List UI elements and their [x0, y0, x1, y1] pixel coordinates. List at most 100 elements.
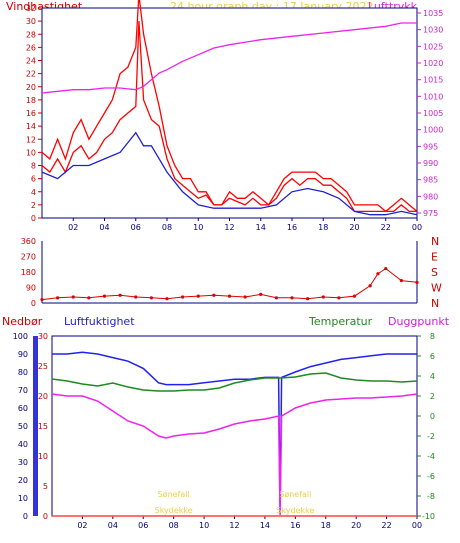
pressure-axis-tick-label: 1020: [423, 59, 443, 68]
direction-line: [41, 267, 418, 301]
humidity-x-tick-label: 18: [321, 521, 331, 530]
pressure-axis-tick-label: 990: [423, 159, 438, 168]
compass-label: E: [431, 251, 438, 264]
humidity-x-tick-label: 20: [351, 521, 361, 530]
pressure-axis-tick-label: 1000: [423, 126, 443, 135]
temp-tick-label: 2: [430, 392, 435, 401]
direction-point: [415, 280, 419, 284]
wind-x-tick-label: 02: [68, 223, 78, 232]
pressure-axis-tick-label: 1035: [423, 9, 443, 18]
wind-x-tick-label: 16: [287, 223, 297, 232]
pressure-axis-tick-label: 980: [423, 192, 438, 201]
humidity-x-tick-label: 22: [381, 521, 391, 530]
humidity-x-tick-label: 14: [260, 521, 270, 530]
temp-tick-label: -10: [422, 512, 435, 521]
temp-tick-label: -8: [427, 492, 435, 501]
wind-x-tick-label: 00: [412, 223, 422, 232]
precip-tick-label: 0: [43, 512, 48, 521]
compass-label: N: [431, 297, 439, 310]
wind-axis-tick-label: 30: [26, 17, 36, 26]
pressure-axis-tick-label: 1005: [423, 109, 443, 118]
pressure-axis-tick-label: 1010: [423, 92, 443, 101]
series-duggpunkt: [51, 393, 418, 516]
wind-axis-tick-label: 10: [26, 148, 36, 157]
series-middelvind: [41, 131, 418, 216]
compass-label: W: [431, 282, 442, 295]
precip-tick-label: 15: [38, 422, 48, 431]
humidity-tick-label: 60: [18, 404, 28, 413]
pressure-axis-tick-label: 1015: [423, 76, 443, 85]
temperatur-label: Temperatur: [309, 315, 373, 328]
humidity-scale-bar: [33, 336, 38, 516]
wind-axis-tick-label: 18: [26, 96, 36, 105]
annotation-label: Skydekke: [276, 506, 314, 515]
wind-axis-tick-label: 28: [26, 30, 36, 39]
humidity-x-tick-label: 10: [199, 521, 209, 530]
precip-tick-label: 20: [38, 392, 48, 401]
wind-x-tick-label: 18: [318, 223, 328, 232]
wind-panel-frame: [41, 7, 418, 219]
pressure-axis-tick-label: 1025: [423, 42, 443, 51]
precip-tick-label: 30: [38, 332, 48, 341]
series-lufttrykk: [41, 22, 417, 94]
humidity-tick-label: 100: [13, 332, 28, 341]
humidity-panel-frame: [51, 335, 418, 517]
humidity-tick-label: 70: [18, 386, 28, 395]
wind-axis-tick-label: 26: [26, 43, 36, 52]
series-temperatur: [51, 372, 418, 392]
temp-tick-label: 4: [430, 372, 435, 381]
direction-tick-label: 180: [21, 268, 36, 277]
direction-tick-label: 360: [21, 237, 36, 246]
pressure-axis-tick-label: 995: [423, 142, 438, 151]
wind-x-tick-label: 10: [193, 223, 203, 232]
humidity-tick-label: 40: [18, 440, 28, 449]
nedbor-label: Nedbør: [2, 315, 43, 328]
humidity-x-tick-label: 00: [412, 521, 422, 530]
humidity-x-tick-label: 16: [290, 521, 300, 530]
series-vindhastighet: [41, 21, 417, 213]
pressure-axis-tick-label: 1030: [423, 26, 443, 35]
humidity-x-tick-label: 02: [77, 521, 87, 530]
wind-axis-tick-label: 16: [26, 109, 36, 118]
wind-x-tick-label: 20: [349, 223, 359, 232]
temp-tick-label: -6: [427, 472, 435, 481]
pressure-axis-tick-label: 975: [423, 209, 438, 218]
humidity-x-tick-label: 08: [169, 521, 179, 530]
annotation-label: Sønefall: [279, 490, 311, 499]
direction-tick-label: 90: [26, 284, 36, 293]
wind-axis-tick-label: 6: [31, 175, 36, 184]
wind-x-tick-label: 12: [224, 223, 234, 232]
humidity-tick-label: 30: [18, 458, 28, 467]
humidity-tick-label: 50: [18, 422, 28, 431]
annotation-label: Sønefall: [158, 490, 190, 499]
precip-tick-label: 10: [38, 452, 48, 461]
wind-axis-tick-label: 4: [31, 188, 36, 197]
luftfuktighet-label: Luftfuktighet: [64, 315, 135, 328]
pressure-axis-tick-label: 985: [423, 176, 438, 185]
humidity-x-tick-label: 04: [108, 521, 118, 530]
humidity-tick-label: 90: [18, 350, 28, 359]
direction-tick-label: 270: [21, 253, 36, 262]
wind-axis-tick-label: 0: [31, 214, 36, 223]
compass-label: S: [431, 266, 438, 279]
annotation-label: Skydekke: [155, 506, 193, 515]
series-luftfuktighet: [52, 351, 417, 513]
humidity-x-tick-label: 06: [138, 521, 148, 530]
temp-tick-label: -2: [427, 432, 435, 441]
temp-tick-label: -4: [427, 452, 435, 461]
temp-tick-label: 6: [430, 352, 435, 361]
duggpunkt-label: Duggpunkt: [388, 315, 450, 328]
direction-tick-label: 0: [31, 299, 36, 308]
wind-axis-tick-label: 22: [26, 70, 36, 79]
humidity-x-tick-label: 12: [229, 521, 239, 530]
wind-x-tick-label: 04: [99, 223, 109, 232]
wind-x-tick-label: 14: [256, 223, 266, 232]
humidity-tick-label: 0: [23, 512, 28, 521]
compass-label: N: [431, 235, 439, 248]
wind-axis-tick-label: 24: [26, 57, 36, 66]
humidity-tick-label: 80: [18, 368, 28, 377]
humidity-tick-label: 10: [18, 494, 28, 503]
wind-axis-tick-label: 14: [26, 122, 36, 131]
